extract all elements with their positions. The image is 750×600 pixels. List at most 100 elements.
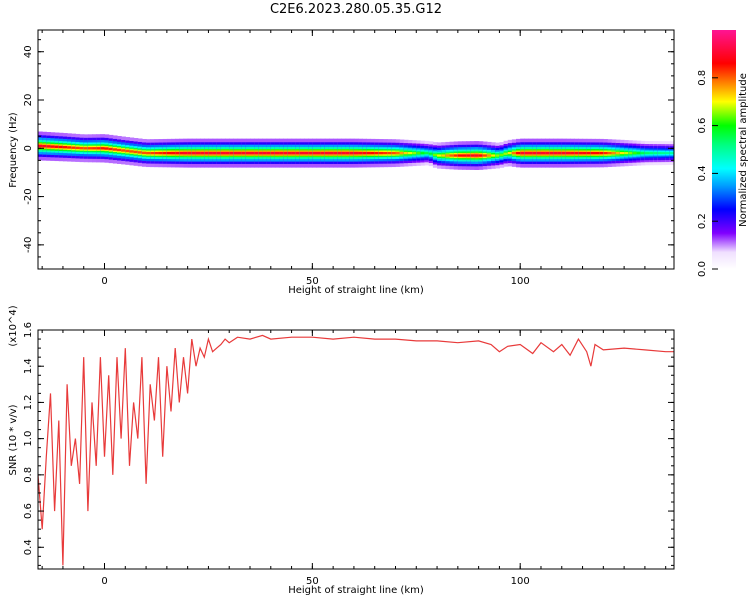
spectrogram-frame <box>37 29 675 270</box>
heatmap-cell <box>204 151 210 155</box>
heatmap-cell <box>254 151 259 155</box>
colorbar-tick-label: 0.2 <box>697 213 708 229</box>
heatmap-cell <box>653 152 658 155</box>
heatmap-cell <box>304 151 309 155</box>
heatmap-cell <box>320 151 326 155</box>
heatmap-cell <box>241 151 247 155</box>
y-tick-label: 0 <box>23 145 34 151</box>
y-tick-label: -40 <box>23 237 34 253</box>
heatmap-cell <box>216 151 222 155</box>
heatmap-cell <box>403 152 409 155</box>
heatmap-cell <box>370 151 376 155</box>
heatmap-cell <box>274 151 280 155</box>
heatmap-cell <box>582 151 588 155</box>
colorbar: 0.0 0.2 0.4 0.6 0.8 Normalized spectral ampl… <box>697 30 749 277</box>
heatmap-cell <box>50 145 56 148</box>
heatmap-cell <box>324 151 330 155</box>
heatmap-cell <box>595 151 600 155</box>
heatmap-cell <box>295 151 301 155</box>
heatmap-cell <box>611 151 617 155</box>
spectrogram-heatmap <box>38 131 674 170</box>
heatmap-cell <box>387 151 392 155</box>
x-tick-label: 100 <box>511 276 530 287</box>
heatmap-cell <box>420 152 426 155</box>
heatmap-cell <box>353 151 359 155</box>
heatmap-cell <box>312 151 318 155</box>
heatmap-cell <box>565 151 571 155</box>
heatmap-cell <box>561 151 567 155</box>
heatmap-cell <box>71 146 77 149</box>
heatmap-cell <box>108 147 114 151</box>
heatmap-cell <box>570 151 575 155</box>
heatmap-cell <box>287 151 293 155</box>
heatmap-cell <box>116 148 122 152</box>
heatmap-cell <box>462 154 467 157</box>
heatmap-cell <box>345 151 351 155</box>
colorbar-label: Normalized spectral amplitude <box>738 73 749 227</box>
colorbar-tick-label: 0.4 <box>697 165 708 181</box>
heatmap-cell <box>200 151 205 155</box>
heatmap-cell <box>195 151 201 155</box>
heatmap-cell <box>495 154 501 157</box>
heatmap-cell <box>229 151 234 155</box>
heatmap-cell <box>619 152 625 155</box>
heatmap-cell <box>366 151 372 155</box>
heatmap-cell <box>486 154 492 157</box>
heatmap-cell <box>266 151 272 155</box>
heatmap-cell <box>125 149 131 153</box>
heatmap-cell <box>308 151 313 155</box>
heatmap-cell <box>358 151 363 155</box>
heatmap-cell <box>615 151 621 155</box>
snr-ticks: 0 50 100 0.4 0.6 0.8 1.0 1.2 1.4 1.6 <box>23 322 674 587</box>
heatmap-cell <box>166 151 172 155</box>
heatmap-cell <box>391 151 397 155</box>
heatmap-cell <box>432 153 438 157</box>
heatmap-cell <box>58 145 64 149</box>
heatmap-cell <box>640 152 646 155</box>
colorbar-gradient <box>712 30 736 269</box>
heatmap-cell <box>79 147 85 150</box>
heatmap-cell <box>540 151 546 155</box>
snr-line-layer <box>38 334 674 566</box>
y-tick-label: 1.2 <box>23 394 34 410</box>
colorbar-tick-label: 0.6 <box>697 118 708 134</box>
heatmap-cell <box>129 150 135 153</box>
heatmap-cell <box>644 152 650 155</box>
spectrogram-ticks: 0 50 100 -40 -20 0 20 40 <box>23 30 674 287</box>
heatmap-cell <box>191 151 197 155</box>
heatmap-cell <box>67 146 72 149</box>
heatmap-cell <box>412 152 417 155</box>
heatmap-cell <box>87 147 93 150</box>
x-tick-label: 50 <box>306 276 319 287</box>
heatmap-cell <box>349 151 355 155</box>
heatmap-cell <box>470 154 476 157</box>
heatmap-cell <box>499 153 505 157</box>
heatmap-cell <box>258 151 264 155</box>
heatmap-cell <box>337 151 343 155</box>
heatmap-cell <box>250 151 255 155</box>
heatmap-cell <box>62 146 68 149</box>
heatmap-cell <box>590 151 596 155</box>
heatmap-cell <box>636 152 642 155</box>
heatmap-cell <box>212 151 218 155</box>
heatmap-cell <box>407 152 413 155</box>
y-tick-label: 1.4 <box>23 358 34 374</box>
heatmap-cell <box>291 151 297 155</box>
heatmap-cell <box>657 152 663 155</box>
heatmap-cell <box>112 148 118 151</box>
heatmap-cell <box>574 151 579 155</box>
heatmap-cell <box>133 150 139 154</box>
heatmap-cell <box>362 151 367 155</box>
heatmap-cell <box>474 154 480 157</box>
heatmap-cell <box>632 152 638 155</box>
colorbar-ticks: 0.0 0.2 0.4 0.6 0.8 <box>697 70 718 277</box>
heatmap-cell <box>154 151 160 155</box>
heatmap-cell <box>179 151 185 155</box>
heatmap-cell <box>104 147 110 150</box>
heatmap-cell <box>141 151 147 155</box>
heatmap-cell <box>649 152 654 155</box>
heatmap-cell <box>225 151 230 155</box>
heatmap-cell <box>466 154 471 157</box>
snr-x-axis-label: Height of straight line (km) <box>288 585 424 596</box>
spectrogram-panel: 0 50 100 -40 -20 0 20 40 Height of straight lin… <box>8 29 675 296</box>
